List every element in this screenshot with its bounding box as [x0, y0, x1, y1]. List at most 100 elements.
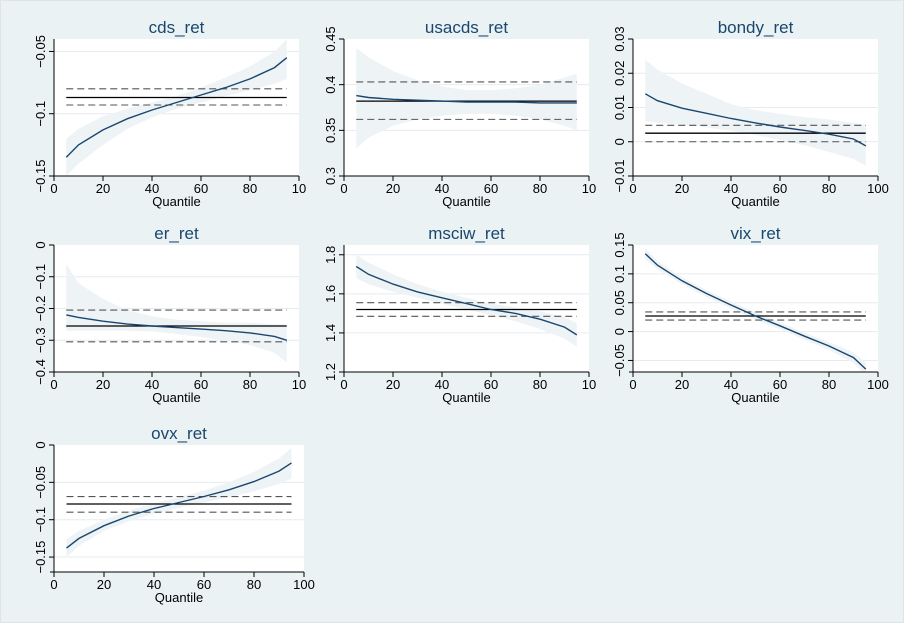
x-tick-label: 60: [197, 577, 211, 592]
y-tick-label: 0: [33, 241, 48, 248]
confidence-band: [66, 39, 287, 176]
x-axis-label: Quantile: [442, 194, 490, 209]
x-tick-label: 10: [582, 377, 596, 392]
y-tick-label: −0.05: [33, 35, 48, 68]
x-tick-label: 0: [50, 377, 57, 392]
x-tick-label: 20: [675, 377, 689, 392]
x-tick-label: 100: [867, 181, 889, 196]
x-tick-label: 40: [435, 377, 449, 392]
y-tick-label: −0.1: [33, 101, 48, 127]
confidence-band: [356, 48, 577, 149]
y-tick-label: −0.05: [33, 466, 48, 499]
x-tick-label: 60: [773, 377, 787, 392]
y-tick-label: 0.02: [612, 61, 627, 86]
x-tick-label: 40: [724, 181, 738, 196]
x-tick-label: 20: [386, 181, 400, 196]
panel-title: bondy_ret: [718, 18, 794, 37]
y-tick-label: 1.4: [323, 324, 338, 342]
y-tick-label: 0: [33, 441, 48, 448]
x-tick-label: 60: [194, 377, 208, 392]
x-tick-label: 80: [822, 377, 836, 392]
quantile-curve: [644, 93, 867, 147]
x-tick-label: 0: [340, 377, 347, 392]
x-axis-label: Quantile: [731, 390, 779, 405]
y-tick-label: 1.2: [323, 363, 338, 381]
x-tick-label: 40: [145, 181, 159, 196]
y-tick-label: 0.01: [612, 95, 627, 120]
confidence-band: [66, 264, 287, 363]
plot-area: [54, 445, 304, 572]
y-tick-label: −0.1: [33, 264, 48, 290]
x-tick-label: 20: [96, 181, 110, 196]
x-tick-label: 0: [50, 181, 57, 196]
y-tick-label: 1.6: [323, 285, 338, 303]
y-tick-label: −0.15: [33, 160, 48, 193]
confidence-band: [356, 254, 577, 347]
x-tick-label: 10: [582, 181, 596, 196]
x-axis-label: Quantile: [152, 194, 200, 209]
x-tick-label: 100: [867, 377, 889, 392]
y-tick-label: 0.1: [612, 265, 627, 283]
quantile-curve: [66, 462, 292, 549]
x-tick-label: 100: [293, 577, 315, 592]
quantile-curve: [65, 57, 288, 158]
quantile-curve: [355, 265, 578, 336]
panel-er-ret: 0 20 40 60 80 10 −0.4 −0.3 −0.2 −0.1 0 er_ret Quanti…: [33, 224, 306, 405]
y-tick-label: 1.8: [323, 246, 338, 264]
x-tick-label: 20: [96, 377, 110, 392]
confidence-band: [645, 59, 866, 166]
panel-title: msciw_ret: [428, 224, 505, 243]
y-tick-label: −0.3: [33, 327, 48, 353]
y-tick-label: 0.45: [323, 26, 338, 51]
x-tick-label: 20: [675, 181, 689, 196]
panel-title: usacds_ret: [425, 18, 508, 37]
y-tick-label: 0.35: [323, 118, 338, 143]
x-tick-label: 10: [292, 377, 306, 392]
x-tick-label: 20: [386, 377, 400, 392]
x-tick-label: 40: [724, 377, 738, 392]
panel-title: vix_ret: [730, 224, 780, 243]
y-tick-label: −0.05: [612, 344, 627, 377]
x-tick-label: 20: [97, 577, 111, 592]
x-tick-label: 60: [484, 181, 498, 196]
x-tick-label: 0: [629, 377, 636, 392]
x-axis-label: Quantile: [442, 390, 490, 405]
y-tick-label: 0.15: [612, 232, 627, 257]
y-tick-label: −0.2: [33, 296, 48, 322]
quantile-curve: [356, 94, 577, 104]
x-axis-label: Quantile: [155, 590, 203, 605]
x-tick-label: 80: [533, 181, 547, 196]
x-tick-label: 10: [292, 181, 306, 196]
panel-cds-ret: 0 20 40 60 80 10 −0.15 −0.1 −0.05 cds_ret Quantile: [33, 18, 306, 209]
y-tick-label: −0.15: [33, 541, 48, 574]
x-tick-label: 0: [629, 181, 636, 196]
quantile-curve: [644, 253, 867, 370]
y-tick-label: 0.4: [323, 76, 338, 94]
y-tick-label: 0.05: [612, 290, 627, 315]
y-tick-label: 0.3: [323, 167, 338, 185]
panel-msciw-ret: 0 20 40 60 80 10 1.2 1.4 1.6 1.8 msciw_ret Quantile: [323, 224, 596, 405]
x-tick-label: 60: [773, 181, 787, 196]
x-axis-label: Quantile: [731, 194, 779, 209]
x-tick-label: 0: [50, 577, 57, 592]
x-tick-label: 60: [194, 181, 208, 196]
x-tick-label: 40: [435, 181, 449, 196]
x-tick-label: 80: [822, 181, 836, 196]
x-tick-label: 40: [147, 577, 161, 592]
y-tick-label: −0.4: [33, 359, 48, 385]
panel-usacds-ret: 0 20 40 60 80 10 0.3 0.35 0.4 0.45 usacds_ret Quant…: [323, 18, 596, 209]
panel-ovx-ret: 0 20 40 60 80 100 −0.15 −0.1 −0.05 0 ovx_ret Quanti…: [33, 424, 315, 605]
y-tick-label: 0.03: [612, 26, 627, 51]
y-tick-label: −0.1: [33, 507, 48, 533]
x-tick-label: 80: [243, 181, 257, 196]
x-tick-label: 80: [247, 577, 261, 592]
x-tick-label: 40: [145, 377, 159, 392]
panel-title: er_ret: [154, 224, 199, 243]
x-tick-label: 60: [484, 377, 498, 392]
y-tick-label: −0.01: [612, 160, 627, 193]
y-tick-label: 0: [612, 138, 627, 145]
